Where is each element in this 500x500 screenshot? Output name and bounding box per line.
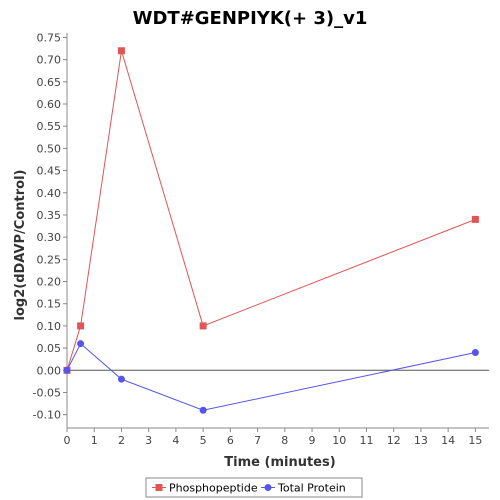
y-tick-label: 0.60 (37, 98, 62, 111)
y-tick-label: -0.10 (33, 409, 61, 422)
y-tick-label: 0.30 (37, 231, 62, 244)
x-tick-label: 15 (468, 434, 482, 447)
y-tick-label: 0.05 (37, 342, 62, 355)
legend-marker (264, 484, 272, 491)
data-point (471, 215, 479, 223)
x-tick-label: 1 (91, 434, 98, 447)
y-tick-label: 0.40 (37, 187, 62, 200)
data-point (77, 322, 85, 330)
y-tick-label: 0.70 (37, 54, 62, 67)
plot-area: -0.10 -0.05 0.00 0.05 0.10 0.15 0.20 0.25 0.30 0.… (33, 31, 489, 447)
legend: Phosphopeptide Total Protein (145, 477, 363, 498)
data-point (117, 47, 125, 55)
x-tick-label: 7 (254, 434, 261, 447)
y-tick-label: 0.45 (37, 165, 62, 178)
x-tick-label: 12 (387, 434, 401, 447)
x-tick-label: 8 (281, 434, 288, 447)
legend-label: Phosphopeptide (169, 482, 258, 495)
y-tick-label: 0.20 (37, 276, 62, 289)
y-tick-label: 0.75 (37, 31, 62, 44)
data-point (117, 375, 125, 383)
x-tick-label: 4 (172, 434, 179, 447)
y-tick-label: -0.05 (33, 386, 61, 399)
data-point (471, 349, 479, 357)
x-tick-label: 3 (145, 434, 152, 447)
y-tick-label: 0.35 (37, 209, 62, 222)
x-tick-label: 0 (64, 434, 71, 447)
series-line-2 (66, 342, 476, 411)
y-tick-label: 0.55 (37, 120, 62, 133)
x-tick-label: 6 (227, 434, 234, 447)
data-point (77, 340, 85, 348)
x-tick-label: 5 (200, 434, 207, 447)
y-axis-label: log2(dDAVP/Control) (13, 170, 28, 321)
x-tick-label: 10 (332, 434, 346, 447)
y-tick-label: 0.25 (37, 253, 62, 266)
y-tick-label: 0.10 (37, 320, 62, 333)
legend-marker (155, 484, 163, 491)
x-tick-label: 11 (359, 434, 373, 447)
y-tick-label: 0.00 (37, 364, 62, 377)
y-tick-label: 0.65 (37, 76, 62, 89)
data-point (199, 322, 207, 330)
x-tick-label: 9 (309, 434, 316, 447)
legend-label: Total Protein (277, 482, 346, 495)
data-point (63, 366, 71, 374)
chart-title: WDT#GENPIYK(+ 3)_v1 (133, 8, 368, 29)
x-tick-label: 14 (441, 434, 455, 447)
series-line-1 (66, 50, 476, 371)
y-tick-label: 0.15 (37, 298, 62, 311)
y-tick-label: 0.50 (37, 142, 62, 155)
data-point (199, 406, 207, 414)
legend-box (145, 477, 363, 498)
x-axis-label: Time (minutes) (224, 455, 335, 470)
x-tick-label: 13 (414, 434, 428, 447)
x-tick-label: 2 (118, 434, 125, 447)
